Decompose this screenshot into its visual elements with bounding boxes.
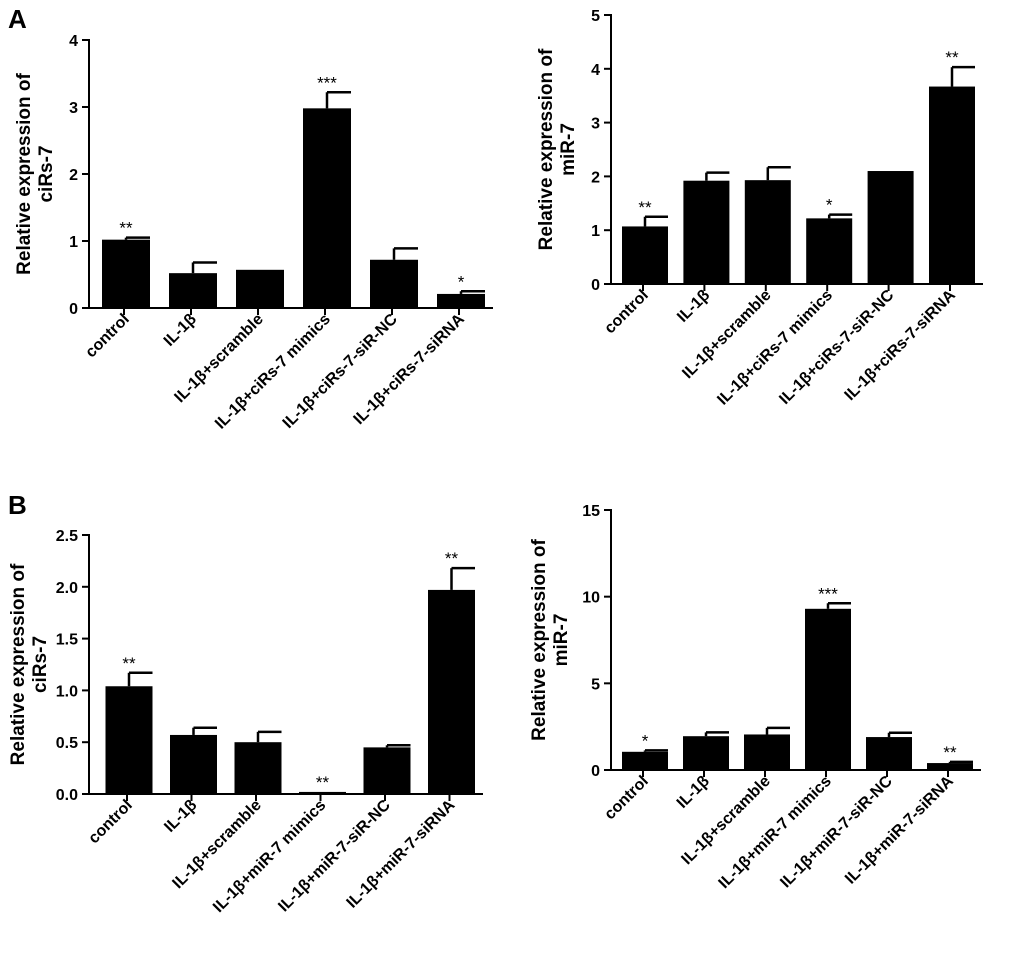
y-tick-label: 5 [591,8,600,25]
category-label: IL-1β+miR-7 mimics [210,797,329,916]
category-label: IL-1β+miR-7-siRNA [842,772,957,887]
y-axis-label-line: miR-7 [551,614,572,667]
category-label: IL-1β [674,287,713,326]
bar [370,259,418,308]
bar [806,218,853,284]
y-axis-label: Relative expression ofmiR-7 [536,48,579,250]
category-label: control [82,311,132,361]
y-tick-label: 0 [591,763,600,780]
y-tick-label: 0.0 [56,787,78,804]
bar [805,608,851,770]
bar [683,180,730,284]
chart-a-ciRs7-expression: 0 1 2 3 4 Relative expression ofciRs-7 ** contr… [14,33,493,433]
bar [169,273,217,308]
y-tick-label: 0.5 [56,735,78,752]
category-label: control [601,773,651,823]
significance-marker: ** [119,219,133,238]
bar [622,751,668,770]
y-axis-label-line: Relative expression of [8,563,29,765]
category-label: IL-1β+ciRs-7-siR-NC [280,310,401,431]
y-axis-label: Relative expression ofmiR-7 [529,538,572,740]
chart-b-miR7-expression: 0 5 10 15 Relative expression ofmiR-7 * contro… [529,503,981,892]
category-label: IL-1β [161,311,200,350]
y-axis-label-line: ciRs-7 [36,145,57,202]
y-tick-label: 2.5 [56,528,78,545]
bar [622,226,668,284]
bar [744,734,790,770]
y-axis-label-line: Relative expression of [536,48,557,250]
category-label: IL-1β+miR-7-siR-NC [777,772,896,891]
category-label: IL-1β [161,797,200,836]
bar [866,737,912,770]
y-tick-label: 3 [591,116,600,133]
bar [683,736,729,770]
significance-marker: ** [122,654,136,673]
y-tick-label: 15 [582,503,600,520]
bar [105,686,153,794]
significance-marker: * [826,196,833,215]
significance-marker: ** [943,743,957,762]
category-label: IL-1β+ciRs-7-siR-NC [776,286,897,407]
bar [236,269,284,308]
category-label: IL-1β+ciRs-7 mimics [212,311,334,433]
category-label: control [85,797,135,847]
bar [437,293,485,308]
category-label: IL-1β+ciRs-7 mimics [714,287,836,409]
bar [428,589,475,794]
bar [170,734,217,794]
panel-label-b: B [8,490,27,520]
y-tick-label: 5 [591,676,600,693]
y-tick-label: 4 [591,62,600,79]
significance-marker: * [458,272,465,291]
y-tick-label: 0 [591,277,600,294]
y-tick-label: 0 [69,301,78,318]
significance-marker: *** [317,73,337,92]
y-tick-label: 3 [69,100,78,117]
bar [102,239,150,308]
bar [929,86,975,284]
significance-marker: ** [638,198,652,217]
y-tick-label: 2 [591,169,600,186]
significance-marker: * [642,731,649,750]
bar [927,763,973,770]
y-axis-label: Relative expression ofciRs-7 [14,72,57,274]
significance-marker: ** [445,549,459,568]
y-tick-label: 1.5 [56,632,78,649]
category-label: IL-1β+ciRs-7-siRNA [351,310,469,428]
y-tick-label: 4 [69,33,78,50]
y-tick-label: 1.0 [56,683,78,700]
y-axis-label-line: Relative expression of [14,72,35,274]
y-axis-label-line: Relative expression of [529,538,550,740]
y-tick-label: 10 [582,590,600,607]
y-tick-label: 2.0 [56,580,78,597]
category-label: IL-1β [674,773,713,812]
panel-label-a: A [8,4,27,34]
bar [363,747,411,794]
y-axis-label-line: miR-7 [558,123,579,176]
y-tick-label: 1 [69,234,78,251]
chart-a-miR7-expression: 0 1 2 3 4 5 Relative expression ofmiR-7 ** contr… [536,8,983,409]
bar [744,180,791,284]
category-label: IL-1β+ciRs-7-siRNA [842,286,960,404]
significance-marker: ** [316,773,330,792]
significance-marker: *** [818,584,838,603]
bar [234,742,282,794]
y-axis-label-line: ciRs-7 [30,636,51,693]
bar [867,171,914,284]
bar [299,791,346,794]
chart-b-ciRs7-expression: 0.0 0.5 1.0 1.5 2.0 2.5 Relative expression of… [8,528,483,916]
category-label: IL-1β+miR-7 mimics [716,773,835,892]
significance-marker: ** [945,48,959,67]
y-tick-label: 2 [69,167,78,184]
category-label: IL-1β+miR-7-siR-NC [275,796,394,915]
category-label: control [601,287,651,337]
category-label: IL-1β+miR-7-siRNA [344,796,459,911]
y-tick-label: 1 [591,223,600,240]
y-axis-label: Relative expression ofciRs-7 [8,563,51,765]
bar [303,108,351,308]
